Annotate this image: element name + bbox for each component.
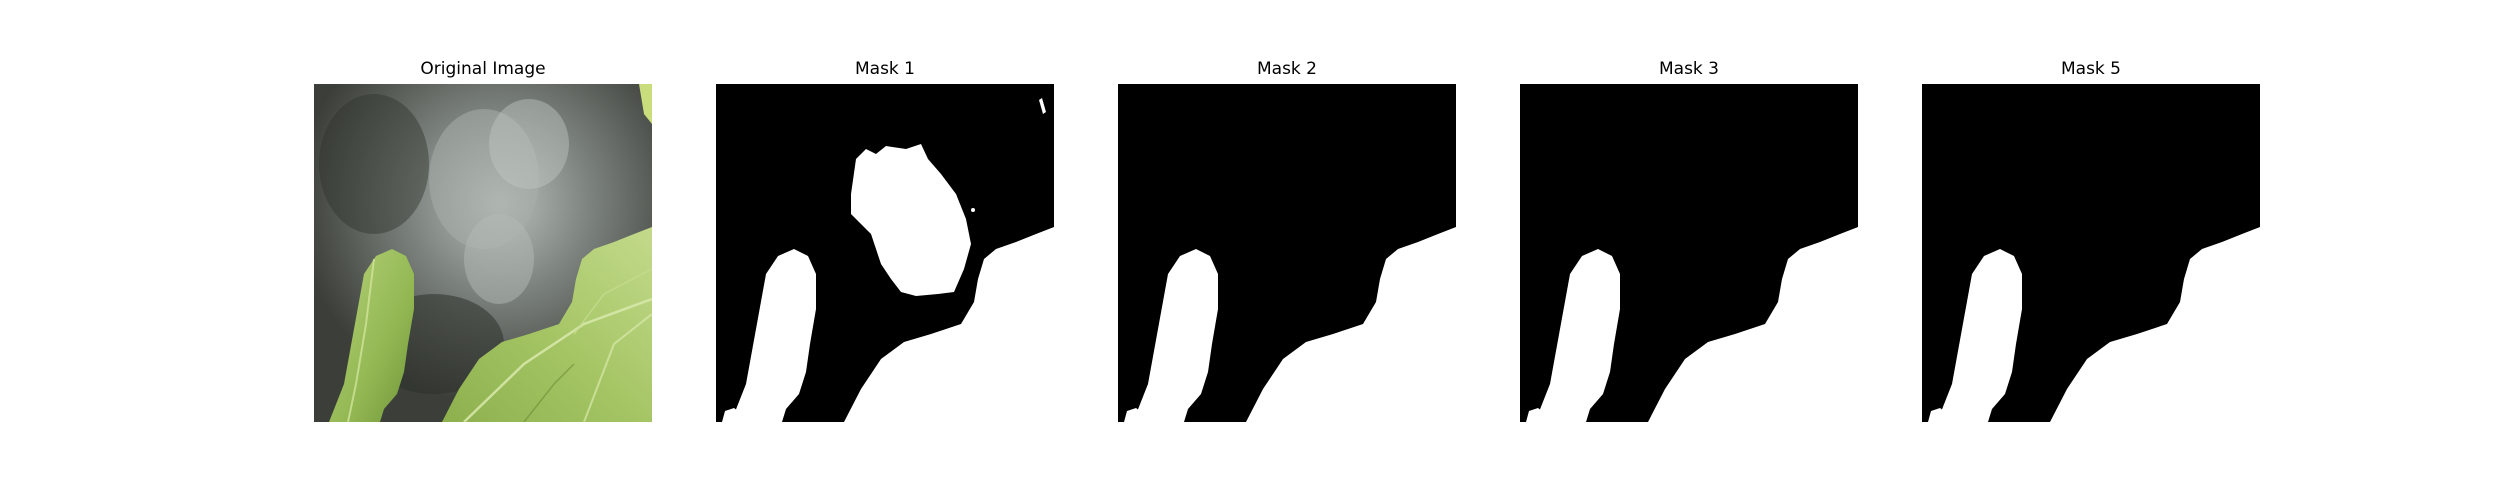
panel-mask-3: Mask 3 bbox=[1520, 0, 1858, 500]
mask-image-1 bbox=[716, 84, 1054, 422]
panel-mask-2: Mask 2 bbox=[1118, 0, 1456, 500]
mask-image-5 bbox=[1922, 84, 2260, 422]
panel-title: Mask 1 bbox=[854, 59, 915, 79]
original-photo bbox=[314, 84, 652, 422]
panel-title: Mask 5 bbox=[2060, 59, 2121, 79]
panel-title: Mask 2 bbox=[1256, 59, 1317, 79]
mask-image-3 bbox=[1520, 84, 1858, 422]
panel-mask-5: Mask 5 bbox=[1922, 0, 2260, 500]
panel-title: Original Image bbox=[420, 59, 546, 79]
panel-title: Mask 3 bbox=[1658, 59, 1719, 79]
panel-original-image: Original Image bbox=[314, 0, 652, 500]
mask-image-2 bbox=[1118, 84, 1456, 422]
panel-mask-1: Mask 1 bbox=[716, 0, 1054, 500]
